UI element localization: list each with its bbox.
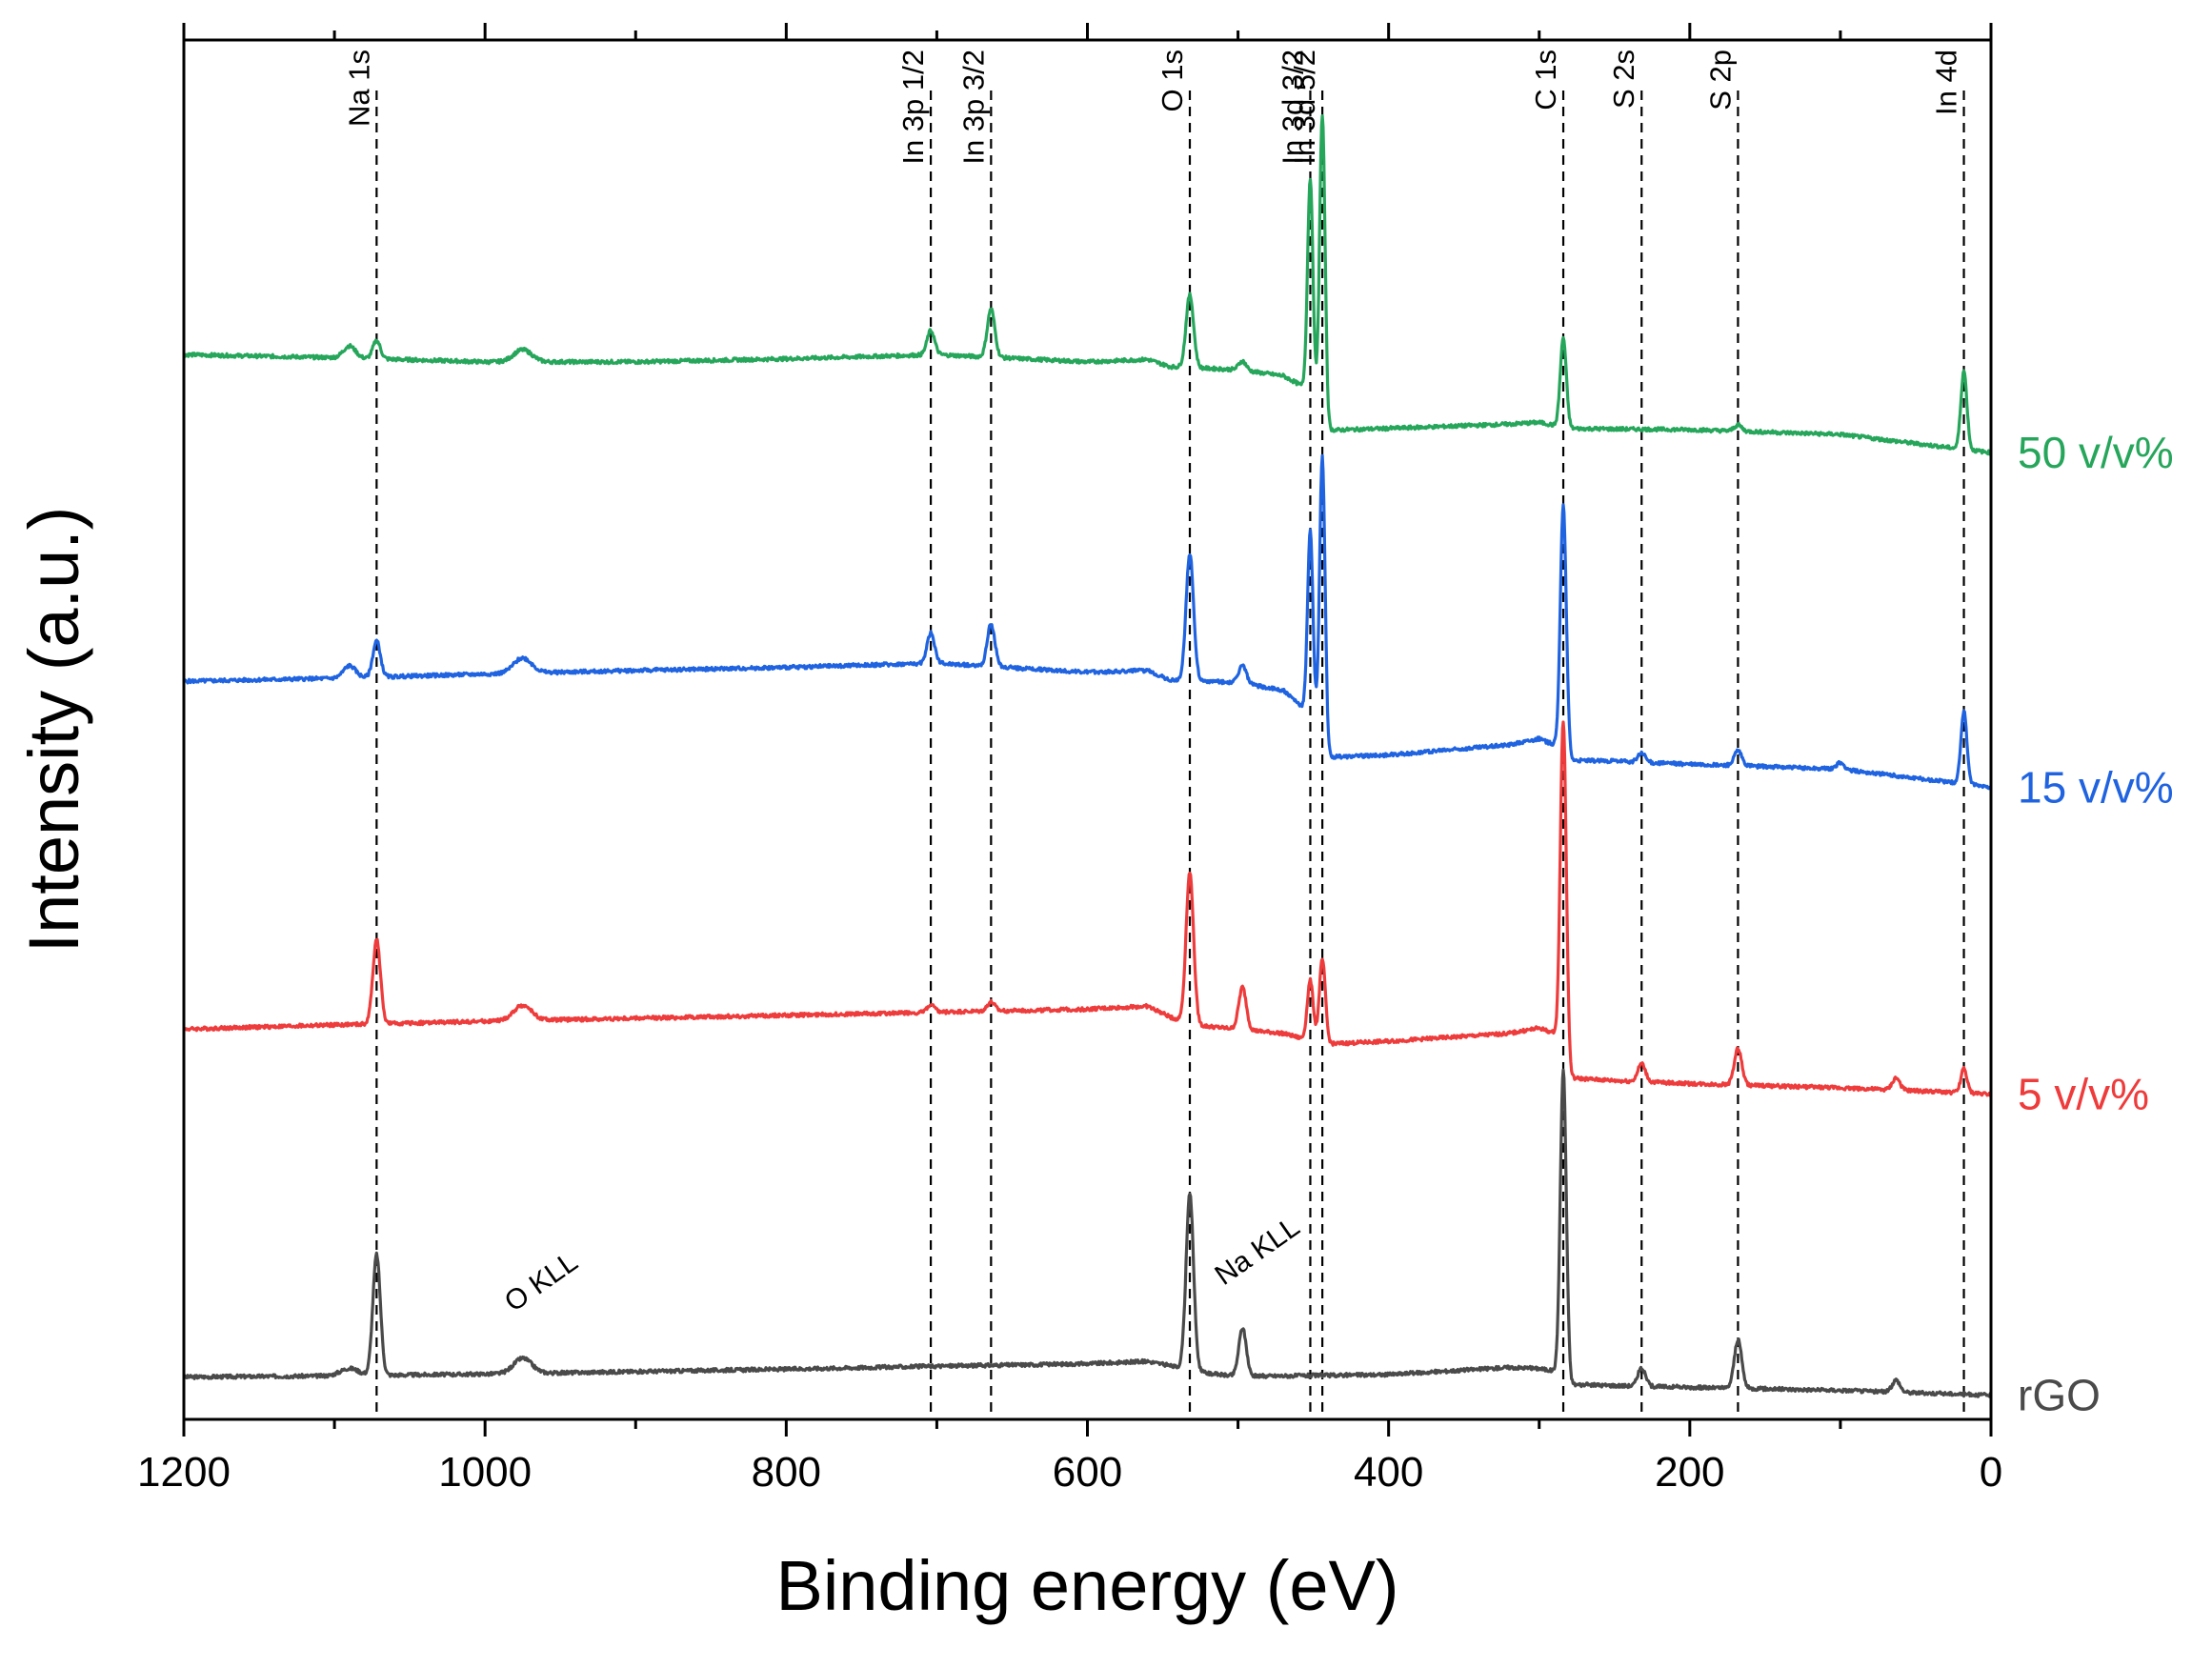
x-tick-label: 1200 [137, 1449, 231, 1496]
peak-marker-label: O 1s [1156, 50, 1189, 111]
series-line-rgo [182, 1068, 1992, 1398]
peak-marker-label: In 3p 1/2 [896, 50, 930, 165]
x-tick-label: 600 [1053, 1449, 1122, 1496]
peak-marker-label: In 3d 3/2 [1276, 50, 1309, 165]
label-group: Na 1s In 3p 1/2 In 3p 3/2 O 1s In 3d 3/2In 3… [342, 50, 2173, 1420]
x-tick-label: 400 [1354, 1449, 1423, 1496]
series-label: 15 v/v% [2018, 762, 2174, 812]
peak-marker-group [375, 90, 1965, 1419]
x-tick-label: 800 [752, 1449, 821, 1496]
peak-marker-label: Na 1s [342, 50, 375, 127]
peak-marker-label: C 1s [1529, 50, 1562, 111]
peak-marker-label: S 2s [1607, 50, 1640, 109]
series-line-5-v-v- [182, 720, 1993, 1097]
annotation-label: Na KLL [1209, 1211, 1305, 1291]
axes-group: 1200 1000 800 600 400 200 0 Binding energy (eV)… [14, 23, 2002, 1625]
peak-marker-label: In 3d 5/2 [1288, 50, 1321, 165]
series-label: rGO [2018, 1371, 2101, 1420]
annotation-label: O KLL [499, 1246, 584, 1318]
x-tick-label: 200 [1655, 1449, 1724, 1496]
plot-frame [182, 38, 1993, 1421]
peak-marker-label: S 2p [1703, 50, 1737, 111]
x-tick-label: 1000 [438, 1449, 532, 1496]
series-label: 50 v/v% [2018, 428, 2174, 477]
series-label: 5 v/v% [2018, 1069, 2149, 1118]
series-line-15-v-v- [182, 453, 1992, 791]
peak-marker-label: In 4d [1930, 50, 1963, 115]
x-axis-title: Binding energy (eV) [775, 1546, 1398, 1625]
x-tick-label: 0 [1980, 1449, 2002, 1496]
peak-marker-label: In 3p 3/2 [956, 50, 990, 165]
series-line-50-v-v- [182, 114, 1993, 456]
series-group [182, 114, 1993, 1398]
y-axis-title: Intensity (a.u.) [14, 507, 93, 954]
